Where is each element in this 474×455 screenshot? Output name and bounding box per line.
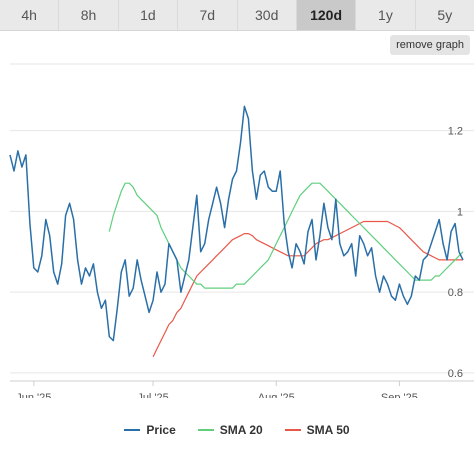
- tab-4h[interactable]: 4h: [0, 0, 60, 30]
- tab-120d[interactable]: 120d: [296, 0, 357, 30]
- legend-item-price[interactable]: Price: [124, 423, 176, 437]
- y-tick-label: 0.8: [448, 287, 463, 299]
- y-tick-label: 1.2: [448, 126, 463, 138]
- legend-label: SMA 20: [219, 423, 263, 437]
- legend-item-sma-20[interactable]: SMA 20: [197, 423, 263, 437]
- chart-legend: Price SMA 20 SMA 50: [0, 420, 474, 440]
- legend-swatch: [284, 429, 301, 431]
- x-tick-label: Jun '25: [16, 392, 51, 398]
- x-tick-label: Sep '25: [381, 392, 418, 398]
- legend-swatch: [197, 429, 214, 431]
- tab-30d[interactable]: 30d: [238, 0, 297, 30]
- series-line-sma-20: [108, 182, 464, 289]
- tab-5y[interactable]: 5y: [437, 7, 453, 23]
- y-tick-label: 0.6: [448, 368, 463, 380]
- tab-7d[interactable]: 7d: [178, 0, 238, 30]
- y-tick-label: 1: [457, 206, 463, 218]
- legend-label: Price: [146, 423, 176, 437]
- tab-1y[interactable]: 1y: [356, 0, 416, 30]
- legend-label: SMA 50: [306, 423, 350, 437]
- remove-graph-button[interactable]: remove graph: [390, 35, 470, 55]
- legend-swatch: [124, 429, 141, 431]
- x-tick-label: Jul '25: [137, 392, 168, 398]
- tab-1d[interactable]: 1d: [119, 0, 179, 30]
- timeframe-tabs: 4h 8h 1d 7d 30d 120d 1y 5y: [0, 0, 474, 31]
- price-chart: 0.6 0.8 1 1.2 Jun '25 Jul '25 Aug '25 Sep '25: [9, 63, 474, 398]
- legend-item-sma-50[interactable]: SMA 50: [284, 423, 350, 437]
- x-tick-label: Aug '25: [258, 392, 295, 398]
- series-line-price: [9, 105, 464, 342]
- series-line-sma-50: [152, 220, 463, 358]
- tab-8h[interactable]: 8h: [59, 0, 119, 30]
